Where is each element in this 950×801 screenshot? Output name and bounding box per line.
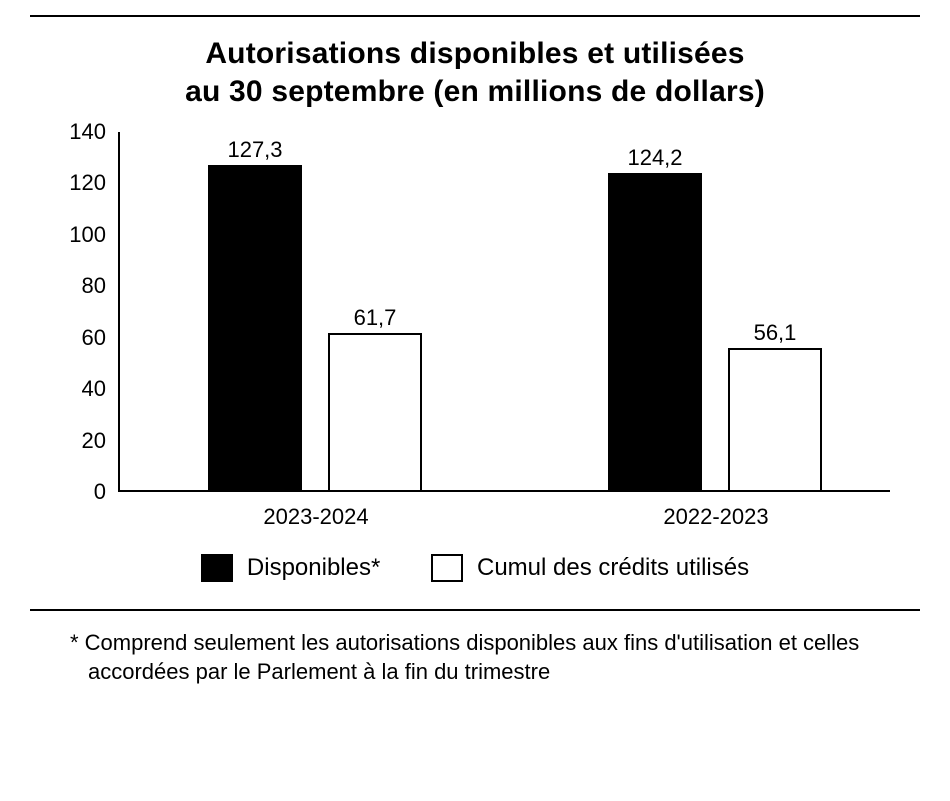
legend: Disponibles* Cumul des crédits utilisés: [30, 540, 920, 609]
y-tick: 80: [60, 273, 106, 299]
bar: 127,3: [208, 165, 302, 492]
legend-item-cumul: Cumul des crédits utilisés: [431, 554, 749, 582]
y-tick: 140: [60, 119, 106, 145]
legend-swatch-filled: [201, 554, 233, 582]
bar: 56,1: [728, 348, 822, 492]
bar-value-label: 127,3: [210, 137, 300, 163]
bar-value-label: 61,7: [330, 305, 420, 331]
legend-item-disponibles: Disponibles*: [201, 554, 380, 582]
bar-value-label: 56,1: [730, 320, 820, 346]
chart-plot: 020406080100120140 127,361,7124,256,1: [60, 132, 890, 492]
bar: 61,7: [328, 333, 422, 492]
title-line-2: au 30 septembre (en millions de dollars): [30, 73, 920, 111]
y-tick: 100: [60, 222, 106, 248]
chart-title: Autorisations disponibles et utilisées a…: [30, 17, 920, 132]
chart-area: 020406080100120140 127,361,7124,256,1 20…: [60, 132, 890, 540]
y-tick: 40: [60, 376, 106, 402]
bar: 124,2: [608, 173, 702, 492]
category-label: 2022-2023: [596, 504, 836, 530]
x-axis-labels: 2023-2024 2022-2023: [118, 492, 890, 540]
y-tick: 60: [60, 325, 106, 351]
chart-container: Autorisations disponibles et utilisées a…: [0, 15, 950, 686]
bar-group: 124,2 56,1: [608, 132, 848, 492]
legend-swatch-hollow: [431, 554, 463, 582]
bar-group: 127,3 61,7: [208, 132, 448, 492]
y-tick: 120: [60, 170, 106, 196]
plot-region: 127,3 61,7 124,2 56,1: [118, 132, 890, 492]
footnote: * Comprend seulement les autorisations d…: [30, 611, 920, 686]
title-line-1: Autorisations disponibles et utilisées: [30, 35, 920, 73]
y-tick: 0: [60, 479, 106, 505]
y-tick: 20: [60, 428, 106, 454]
y-axis: 020406080100120140: [60, 132, 118, 492]
legend-label-1: Cumul des crédits utilisés: [477, 554, 749, 582]
legend-label-0: Disponibles*: [247, 554, 380, 582]
category-label: 2023-2024: [196, 504, 436, 530]
bar-value-label: 124,2: [610, 145, 700, 171]
